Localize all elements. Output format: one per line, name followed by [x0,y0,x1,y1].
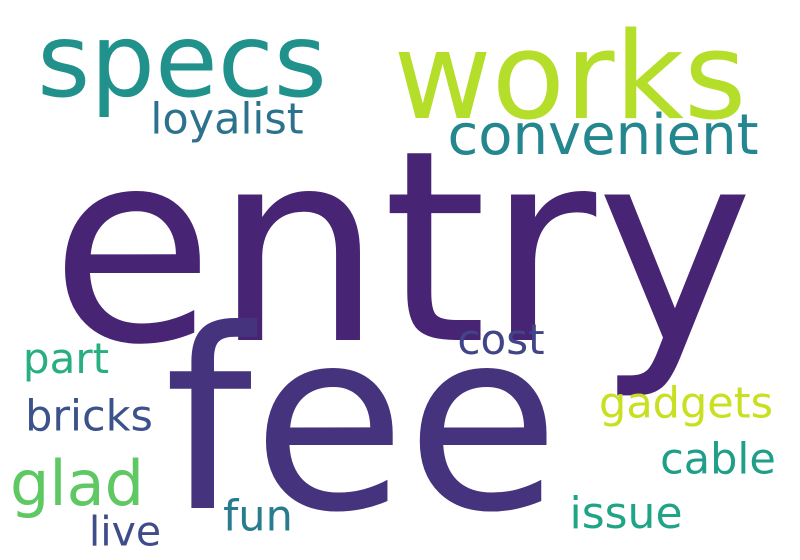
word-live: live [88,507,162,556]
word-issue: issue [569,488,683,539]
word-convenient: convenient [447,103,759,168]
word-works: works [393,8,747,147]
word-cost: cost [457,315,545,364]
word-bricks: bricks [25,391,153,442]
word-gadgets: gadgets [599,378,773,429]
word-cable: cable [660,434,776,485]
word-loyalist: loyalist [150,94,304,145]
word-specs: specs [37,2,327,121]
word-part: part [22,334,110,383]
word-glad: glad [10,447,144,520]
word-fee: fee [164,276,560,560]
word-fun: fun [223,491,293,542]
word-entry: entry [50,93,754,403]
